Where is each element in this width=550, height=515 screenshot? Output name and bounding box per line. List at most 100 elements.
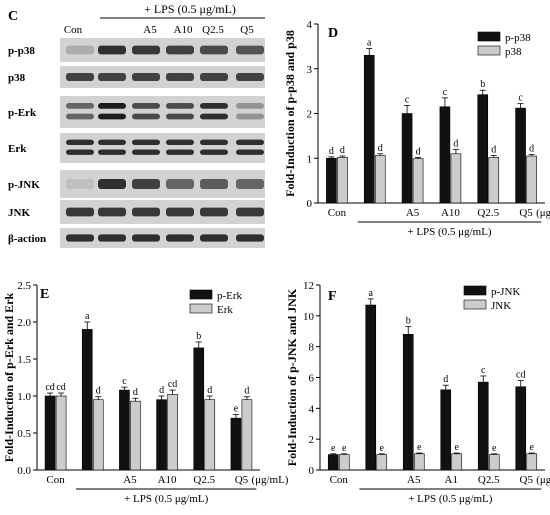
blot-band <box>66 139 94 145</box>
chart-d-x-tick-label: A10 <box>441 207 460 219</box>
blot-band <box>98 73 126 81</box>
chart-e-bracket-label: + LPS (0.5 μg/mL) <box>124 493 209 505</box>
chart-d-significance-label: d <box>378 143 383 154</box>
blot-band <box>236 73 264 81</box>
blot-band <box>66 103 94 109</box>
chart-f-bar-jnk <box>451 453 463 471</box>
chart-d-y-tick-label: 2 <box>307 109 313 121</box>
blot-band <box>236 103 264 109</box>
blot-row-label: p-JNK <box>8 179 40 191</box>
blot-band <box>98 234 126 242</box>
blot-band <box>166 207 194 217</box>
chart-e-bar-p-erk <box>81 329 93 471</box>
blot-row-label: p-p38 <box>8 45 35 57</box>
blot-band <box>132 113 160 120</box>
chart-d-x-tick-label: A5 <box>406 207 420 219</box>
chart-f-bar-p-jnk <box>477 381 489 471</box>
chart-d-bar-p-p38 <box>401 113 413 204</box>
chart-e-bar-erk <box>204 399 216 471</box>
chart-f-legend-label: p-JNK <box>491 286 520 298</box>
blot-band <box>200 234 228 242</box>
chart-f-y-tick-label: 6 <box>309 373 315 385</box>
blot-row-background <box>60 96 265 128</box>
chart-d-significance-label: c <box>518 93 523 104</box>
blot-band <box>236 45 264 55</box>
chart-d-x-tick-label: Q2.5 <box>477 207 499 219</box>
blot-row-label: β-action <box>8 233 46 245</box>
blot-row-label: p-Erk <box>8 107 37 119</box>
chart-d-bar-p-p38 <box>477 94 489 204</box>
chart-panel-f: F 0 2 4 6 8 10 12 Fold-Induction of p-JNK and J… <box>285 280 550 505</box>
chart-f-bar-jnk <box>526 453 538 471</box>
blot-band <box>66 73 94 81</box>
chart-e-bar-erk <box>241 399 253 471</box>
blot-band <box>98 139 126 145</box>
chart-e-significance-label: d <box>244 386 249 397</box>
blot-row-background <box>60 38 265 62</box>
blot-band <box>132 45 160 55</box>
blot-band <box>98 113 126 120</box>
chart-f-bar-jnk <box>338 454 350 471</box>
chart-e-y-tick-label: 1.5 <box>17 354 31 366</box>
chart-d-significance-label: a <box>367 38 372 49</box>
chart-e-y-tick-label: 2.0 <box>17 317 31 329</box>
chart-e-significance-label: d <box>207 385 212 396</box>
chart-panel-d: D 0 1 2 3 4 Fold-Induction of p-p38 and p38 d a… <box>283 19 550 238</box>
chart-f-significance-label: d <box>443 374 448 385</box>
chart-f-unit-label: (μg/mL) <box>536 474 550 486</box>
chart-f-bar-jnk <box>413 453 425 471</box>
chart-d-significance-label: d <box>529 144 534 155</box>
blot-band <box>132 139 160 145</box>
blot-row-background <box>60 228 265 248</box>
blot-band <box>66 149 94 155</box>
chart-d-legend-label: p-p38 <box>505 32 531 44</box>
blot-header: + LPS (0.5 μg/mL) <box>144 2 236 16</box>
blot-band <box>166 139 194 145</box>
chart-f-y-tick-label: 0 <box>309 465 315 477</box>
chart-e-bar-p-erk <box>119 389 130 471</box>
chart-e-significance-label: b <box>196 331 201 342</box>
chart-d-bar-p-p38 <box>363 55 375 204</box>
chart-f-significance-label: e <box>492 443 497 454</box>
blot-row-label: JNK <box>8 207 30 219</box>
chart-f-significance-label: e <box>342 443 347 454</box>
chart-e-bar-p-erk <box>193 347 205 471</box>
western-blot-panel: C + LPS (0.5 μg/mL) Con A5 A10 Q2.5 Q5 p-p38… <box>8 2 265 248</box>
chart-f-y-tick-label: 10 <box>303 311 315 323</box>
chart-d-y-axis-label: Fold-Induction of p-p38 and p38 <box>283 30 297 197</box>
blot-band <box>166 149 194 155</box>
blot-band <box>236 113 264 120</box>
blot-row-background <box>60 66 265 88</box>
blot-band <box>166 234 194 242</box>
chart-f-significance-label: a <box>369 288 374 299</box>
chart-e-x-tick-label: A10 <box>158 474 177 486</box>
chart-d-significance-label: c <box>443 87 448 98</box>
blot-band <box>132 207 160 217</box>
chart-e-unit-label: (μg/mL) <box>251 474 288 486</box>
blot-band <box>66 178 94 190</box>
chart-e-x-tick-label: Q5 <box>235 474 249 486</box>
blot-band <box>200 149 228 155</box>
chart-d-bar-p38 <box>412 158 424 204</box>
chart-d-y-tick-label: 0 <box>307 198 313 210</box>
chart-e-significance-label: cd <box>45 382 54 393</box>
chart-d-x-tick-label: Con <box>328 207 347 219</box>
chart-d-significance-label: d <box>340 145 345 156</box>
chart-e-significance-label: cd <box>168 379 177 390</box>
blot-band <box>200 178 228 190</box>
chart-d-bar-p38 <box>337 157 348 204</box>
chart-f-legend-label: JNK <box>491 300 511 312</box>
chart-f-bracket-label: + LPS (0.5 μg/mL) <box>408 493 493 505</box>
blot-band <box>132 178 160 190</box>
blot-band <box>166 113 194 120</box>
blot-band <box>132 73 160 81</box>
blot-row-background <box>60 170 265 198</box>
chart-d-y-tick-label: 4 <box>307 19 313 31</box>
blot-lane-label: A10 <box>174 24 193 36</box>
blot-band <box>200 139 228 145</box>
chart-e-significance-label: d <box>159 385 164 396</box>
chart-e-bar-erk <box>167 394 178 471</box>
chart-f-significance-label: e <box>417 442 422 453</box>
